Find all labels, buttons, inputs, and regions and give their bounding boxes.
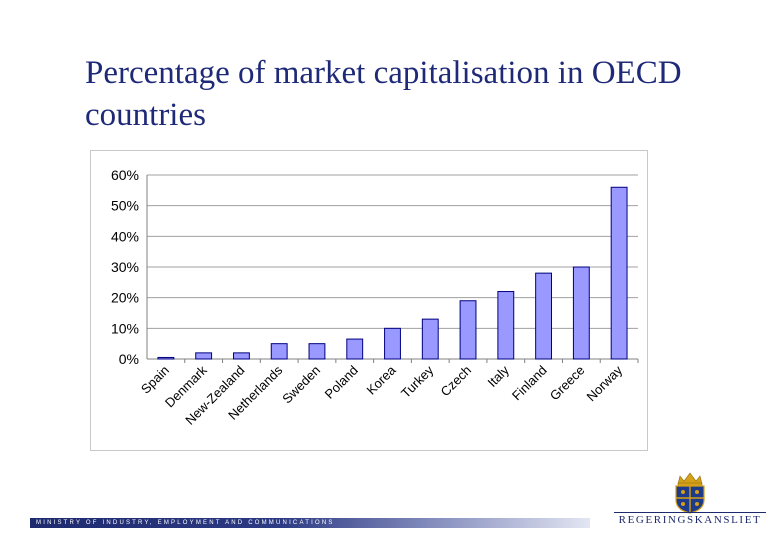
y-tick-label: 30% — [111, 259, 139, 275]
bar-greece — [572, 266, 590, 360]
footer-bar — [30, 518, 590, 528]
bar-sweden — [308, 343, 326, 360]
logo-rule — [614, 512, 766, 513]
y-tick-label: 60% — [111, 167, 139, 183]
bar-poland — [346, 338, 364, 360]
bar-korea — [384, 327, 401, 360]
regeringskansliet-logo: REGERINGSKANSLIET — [610, 470, 770, 530]
x-tick-label: Italy — [484, 362, 512, 390]
bar-spain — [157, 356, 175, 360]
bar-czech — [459, 300, 477, 360]
x-tick-label: Poland — [322, 363, 361, 402]
x-tick-label: Finland — [509, 363, 550, 404]
x-tick-label: Spain — [138, 363, 172, 397]
chart-canvas: 0%10%20%30%40%50%60%SpainDenmarkNew-Zeal… — [111, 167, 639, 428]
bar-norway — [610, 186, 628, 360]
x-tick-label: Norway — [583, 362, 625, 404]
slide-title: Percentage of market capitalisation in O… — [85, 55, 682, 133]
y-tick-label: 10% — [111, 320, 139, 336]
x-tick-label: Greece — [547, 363, 588, 404]
bar-new-zealand — [232, 352, 250, 360]
bar-denmark — [195, 352, 213, 360]
bar-turkey — [421, 318, 439, 360]
y-tick-label: 20% — [111, 290, 139, 306]
crown-shield-icon — [675, 472, 705, 514]
y-tick-label: 0% — [119, 351, 139, 367]
y-tick-label: 40% — [111, 228, 139, 244]
bar-netherlands — [270, 343, 288, 360]
x-tick-label: Sweden — [279, 363, 323, 407]
footer-ministry-text: MINISTRY OF INDUSTRY, EMPLOYMENT AND COM… — [36, 520, 335, 526]
bar-chart: 0% 10% 20% 30% 40% 50% 60% Spain Denmark New-Zeal… — [90, 150, 648, 451]
x-tick-label: Czech — [437, 363, 474, 400]
y-tick-label: 50% — [111, 198, 139, 214]
x-tick-label: Turkey — [398, 362, 437, 401]
bar-italy — [497, 291, 515, 360]
x-tick-label: Korea — [363, 362, 399, 398]
logo-text: REGERINGSKANSLIET — [618, 514, 762, 526]
bar-finland — [535, 272, 553, 360]
